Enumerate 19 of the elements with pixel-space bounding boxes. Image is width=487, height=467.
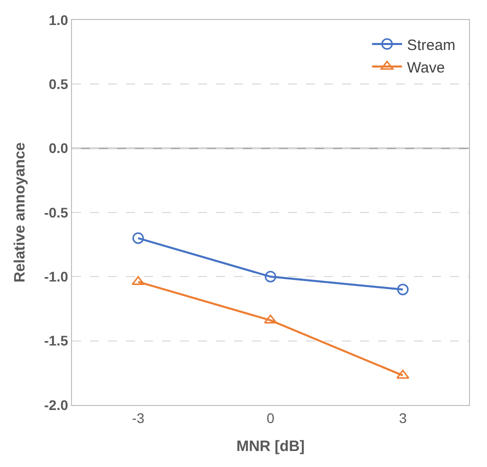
point [264, 270, 276, 282]
x-tick-label: 0 [266, 410, 275, 426]
x-tick-label: 3 [398, 410, 407, 426]
point [132, 276, 145, 286]
y-tick-label: -2.0 [44, 396, 68, 413]
y-tick-label: 0.5 [48, 76, 68, 92]
y-tick-label: -1.0 [44, 268, 68, 285]
point [132, 232, 144, 244]
x-tick-label: -3 [132, 410, 145, 426]
y-tick-label: 0.0 [48, 140, 68, 156]
legend-label: Wave [407, 59, 445, 76]
y-tick-label: -1.5 [44, 332, 68, 349]
point [397, 284, 409, 296]
legend-label: Stream [407, 36, 456, 54]
x-axis-title: MNR [dB] [236, 438, 305, 455]
y-axis-title: Relative annoyance [11, 142, 28, 283]
point [396, 370, 410, 379]
y-tick-label: -0.5 [44, 204, 68, 220]
y-tick-label: 1.0 [48, 12, 68, 28]
